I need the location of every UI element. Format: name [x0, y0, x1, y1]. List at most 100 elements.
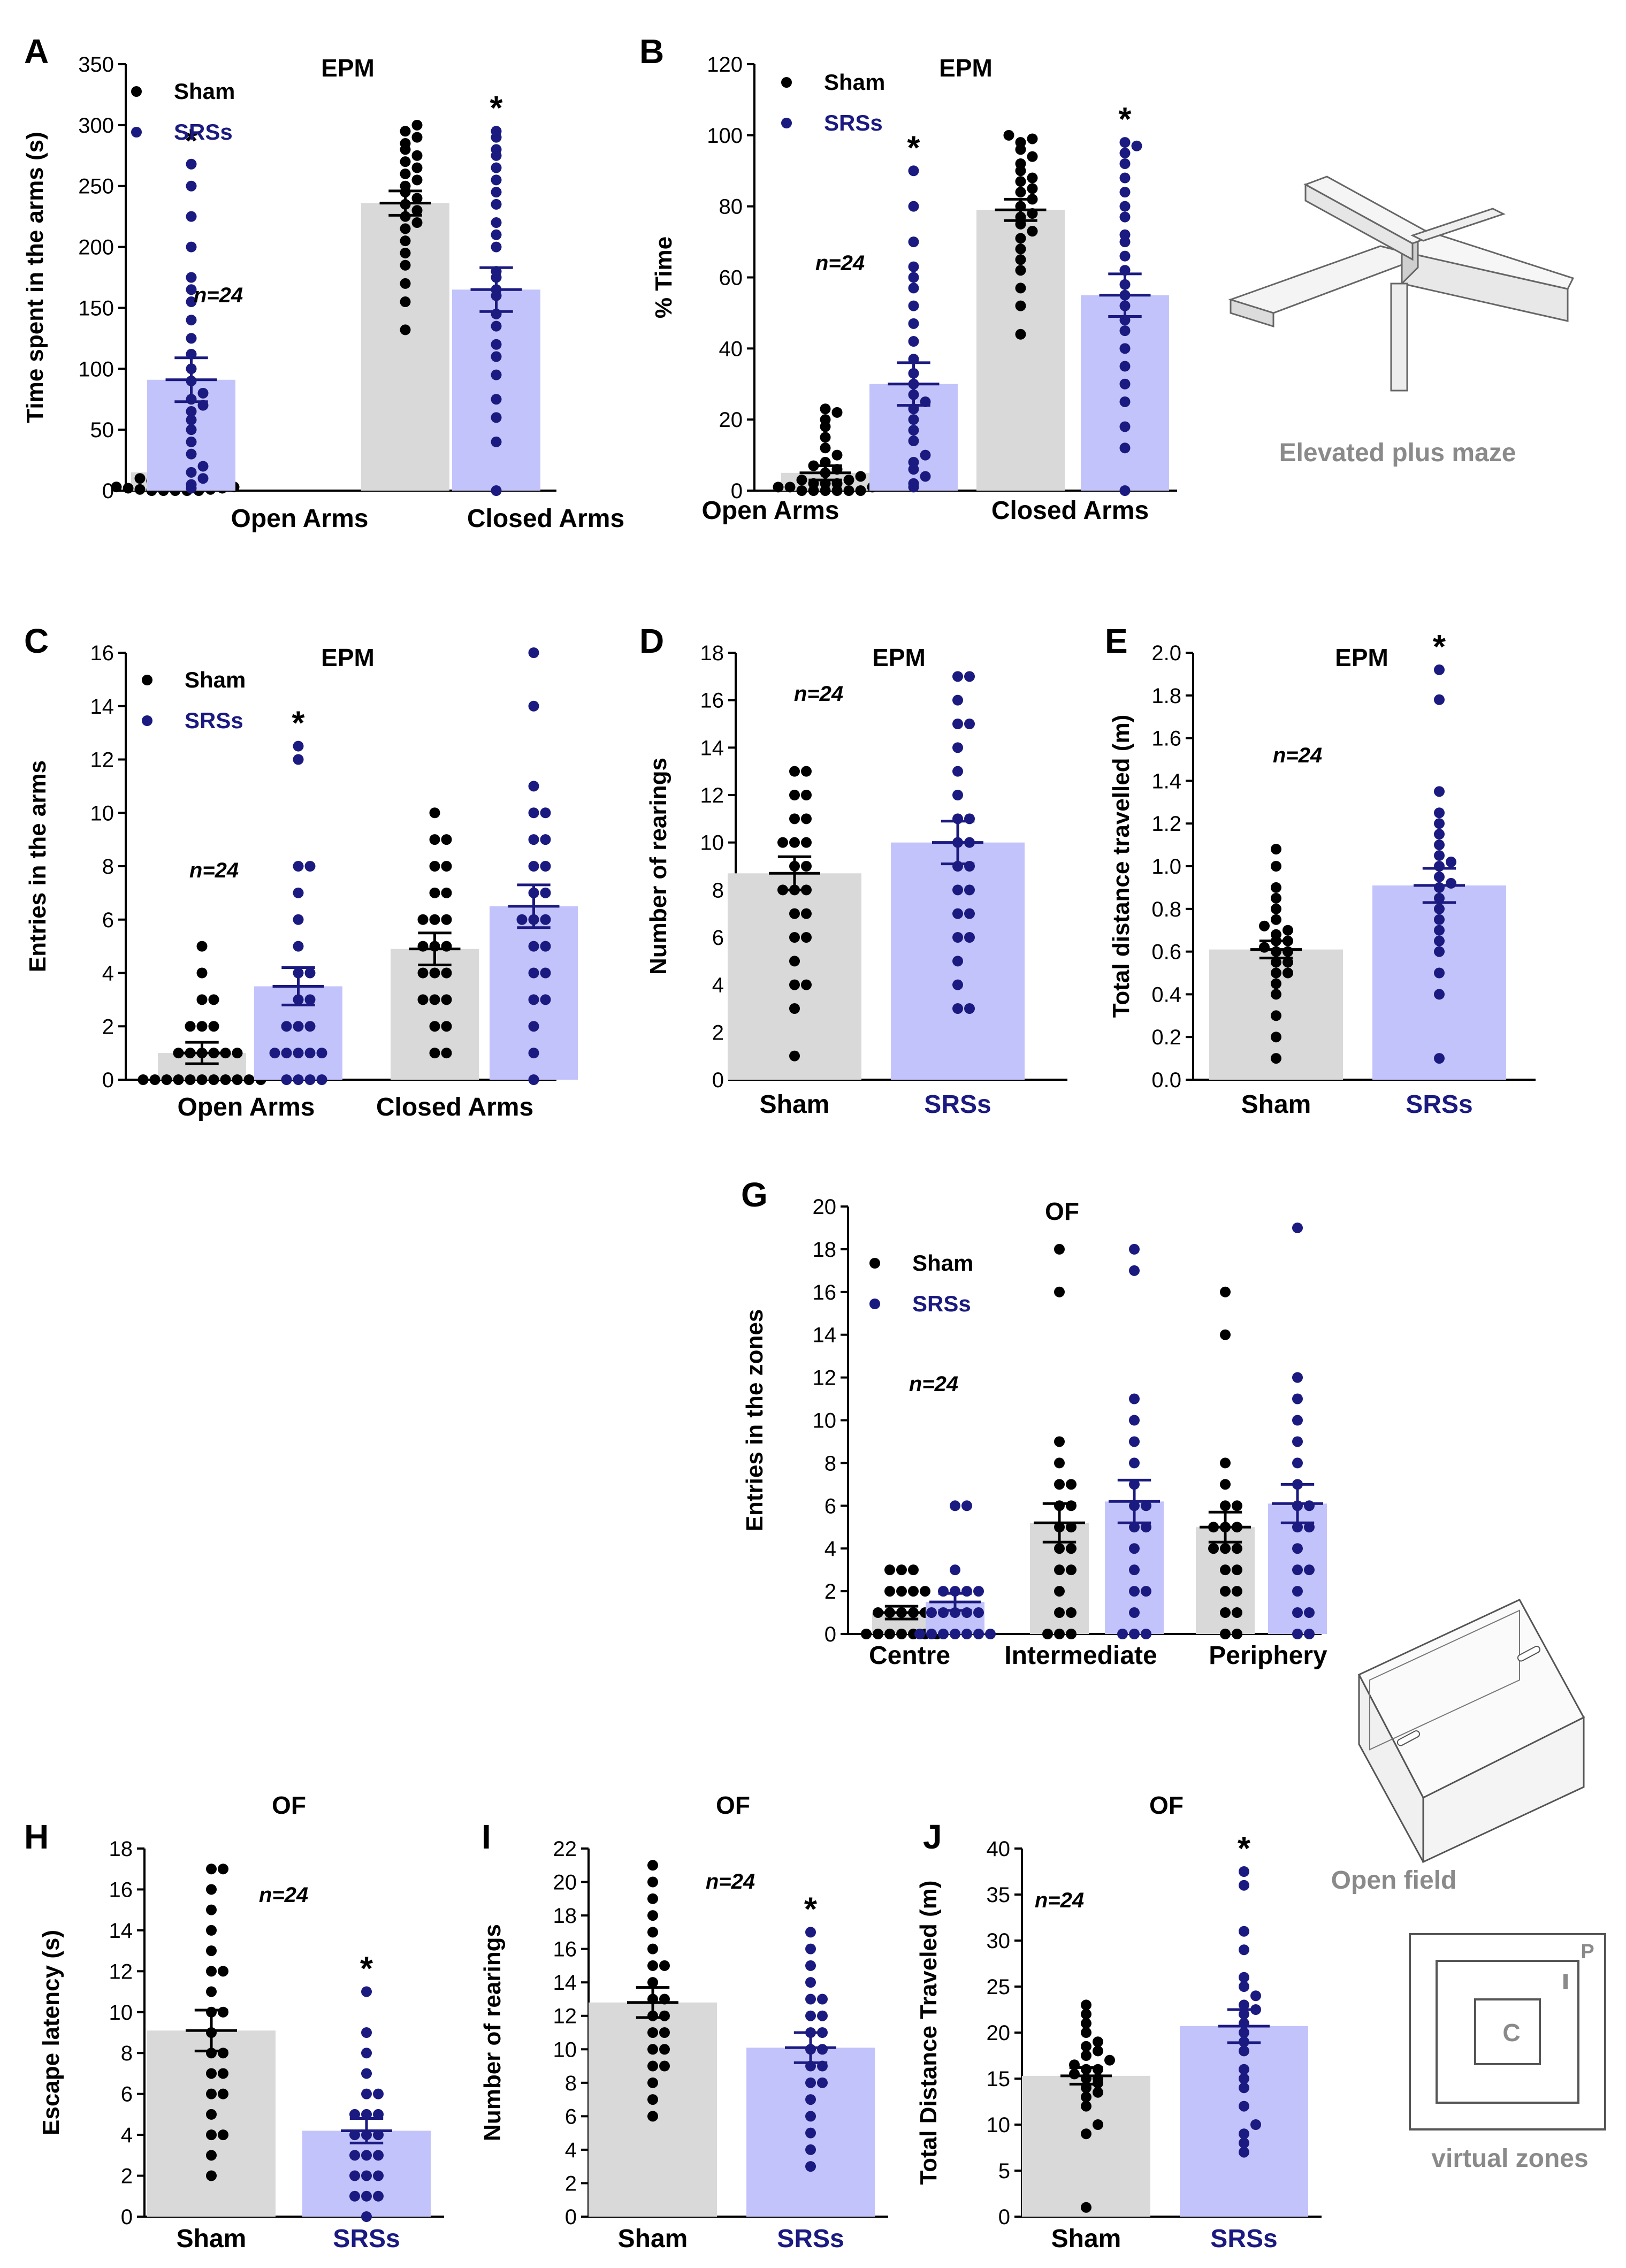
data-point [1093, 2087, 1103, 2098]
significance-star: * [804, 1891, 818, 1928]
data-point [647, 1860, 658, 1871]
chart-panel-H: 0 2 4 6 8 10 12 14 16 18 Sham * SRSs H OF Escape latenc… [24, 1791, 444, 2253]
y-tick-label: 14 [700, 736, 724, 760]
data-point [805, 1977, 816, 1988]
data-point [908, 336, 919, 347]
y-tick-label: 35 [987, 1883, 1011, 1907]
data-point [950, 1500, 960, 1511]
data-point [789, 932, 800, 943]
data-point [400, 138, 411, 149]
data-point [952, 790, 963, 800]
bar [728, 873, 861, 1080]
data-point [400, 223, 411, 234]
data-point [1304, 1564, 1315, 1576]
data-point [647, 1910, 658, 1921]
data-point [186, 211, 197, 222]
data-point [206, 2088, 217, 2099]
data-point [417, 967, 429, 979]
y-tick-label: 18 [553, 1904, 577, 1928]
data-point [293, 1021, 304, 1032]
data-point [206, 2150, 217, 2161]
data-point [1239, 2101, 1249, 2112]
data-point [817, 2010, 828, 2021]
data-point [1081, 2018, 1091, 2029]
data-point [1119, 201, 1131, 212]
data-point [1129, 1607, 1140, 1618]
sample-size-label: n=24 [706, 1870, 755, 1893]
y-tick-label: 8 [121, 2042, 133, 2065]
y-tick-label: 12 [109, 1960, 133, 1983]
data-point [186, 158, 197, 170]
data-point [293, 740, 304, 752]
data-point [185, 1021, 196, 1032]
data-point [1066, 1522, 1077, 1533]
data-point [528, 781, 539, 792]
data-point [361, 2027, 372, 2038]
bar [1180, 2026, 1308, 2217]
data-point [491, 339, 502, 350]
data-point [516, 914, 528, 925]
data-point [1015, 176, 1026, 187]
data-point [1304, 1522, 1315, 1533]
x-category-label: SRSs [333, 2225, 400, 2253]
data-point [293, 1074, 304, 1085]
sample-size-label: n=24 [189, 859, 239, 882]
x-category-label: Sham [1051, 2225, 1121, 2253]
data-point [429, 887, 440, 898]
data-point [647, 1893, 658, 1904]
legend-srs-label: SRSs [824, 110, 883, 135]
panel-letter: C [24, 622, 49, 660]
data-point [491, 351, 502, 362]
data-point [316, 1074, 327, 1085]
data-point [1119, 361, 1131, 372]
data-point [1292, 1586, 1303, 1597]
sample-size-label: n=24 [815, 251, 865, 275]
data-point [773, 482, 784, 493]
data-point [805, 2111, 816, 2122]
data-point [1434, 935, 1445, 946]
data-point [873, 1629, 883, 1639]
data-point [1220, 1500, 1231, 1511]
data-point [441, 1021, 452, 1032]
data-point [820, 442, 831, 454]
y-tick-label: 6 [121, 2083, 133, 2106]
data-point [1271, 882, 1281, 893]
data-point [528, 1074, 539, 1085]
data-point [1434, 903, 1445, 914]
bar [147, 2030, 276, 2217]
data-point [441, 994, 452, 1005]
data-point [801, 861, 812, 872]
data-point [964, 861, 975, 872]
y-axis-label: % Time [651, 236, 677, 318]
y-tick-label: 1.0 [1151, 855, 1181, 879]
chart-panel-E: 0.0 0.2 0.4 0.6 0.8 1.0 1.2 1.4 1.6 1.8 2.0 Sham * SR… [1105, 622, 1536, 1119]
x-category-label: SRSs [924, 1090, 991, 1119]
y-tick-label: 6 [825, 1494, 836, 1518]
data-point [441, 967, 452, 979]
data-point [1093, 2045, 1103, 2057]
data-point [349, 2109, 360, 2120]
zone-centre-label: C [1502, 2019, 1520, 2046]
data-point [973, 1586, 984, 1597]
data-point [1292, 1222, 1303, 1233]
y-tick-label: 0.8 [1151, 898, 1181, 921]
y-tick-label: 40 [987, 1837, 1011, 1861]
data-point [1129, 1265, 1140, 1276]
y-axis-label: Total Distance Traveled (m) [915, 1881, 942, 2185]
data-point [1119, 172, 1131, 184]
data-point [491, 198, 502, 210]
data-point [1119, 229, 1131, 240]
x-group-label: Closed Arms [467, 505, 624, 533]
data-point [540, 941, 551, 952]
data-point [206, 1864, 217, 1875]
data-point [1119, 485, 1131, 496]
y-tick-label: 4 [121, 2124, 133, 2147]
data-point [361, 2150, 372, 2161]
y-tick-label: 250 [78, 175, 114, 198]
data-point [281, 1021, 292, 1032]
data-point [411, 217, 423, 228]
data-point [400, 235, 411, 247]
data-point [1232, 1500, 1242, 1511]
y-tick-label: 6 [102, 908, 114, 932]
data-point [1239, 2073, 1249, 2084]
